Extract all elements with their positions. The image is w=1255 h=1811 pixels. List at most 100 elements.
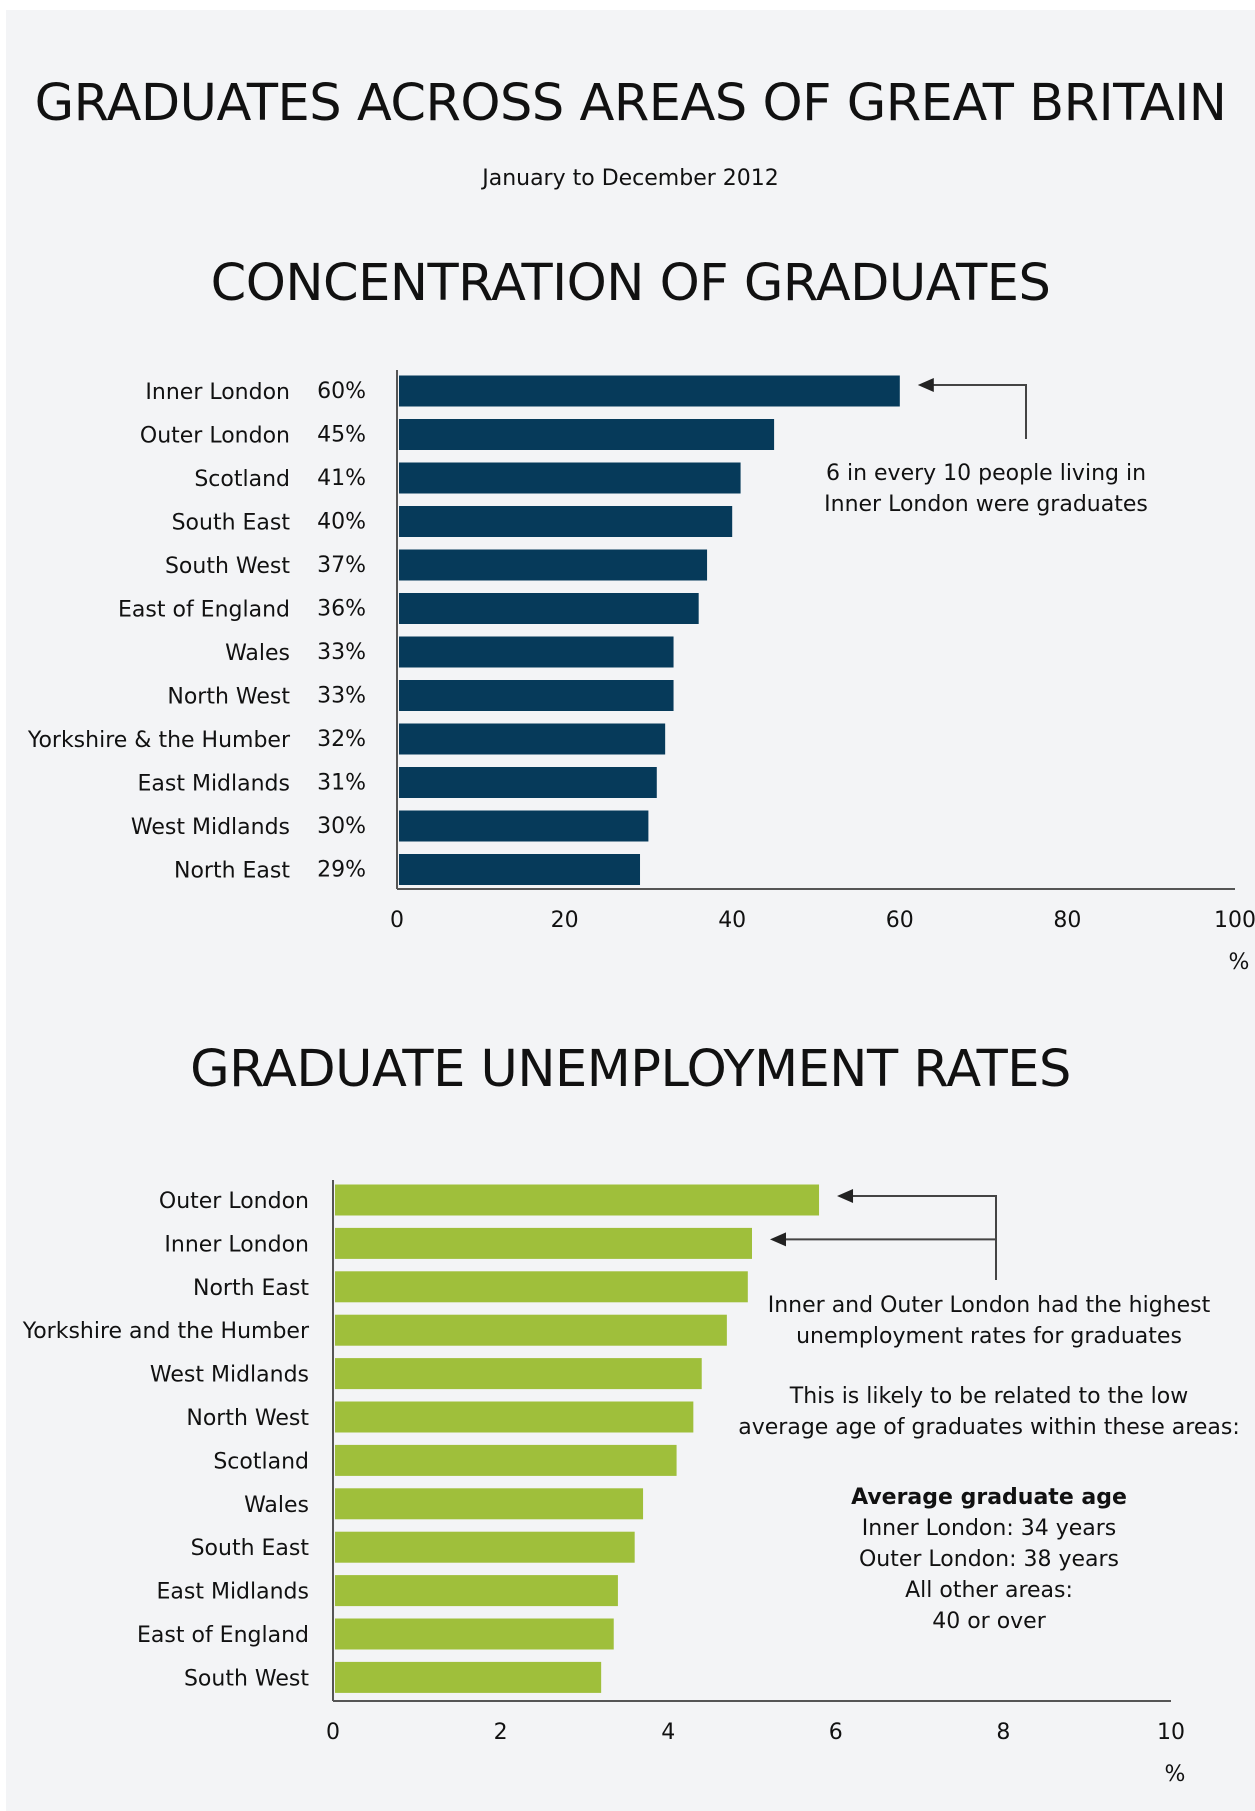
concentration-category-label-scotland: Scotland (194, 467, 290, 492)
unemployment-bar-east-midlands (335, 1575, 618, 1607)
unemployment-category-label-yorkshire-and-the-humber: Yorkshire and the Humber (22, 1319, 310, 1344)
unemployment-bar-south-east (335, 1531, 635, 1563)
unemployment-bar-yorkshire-and-the-humber (335, 1314, 727, 1346)
average-age-outer-london: Outer London: 38 years (858, 1547, 1120, 1572)
average-age-inner-london: Inner London: 34 years (861, 1516, 1117, 1541)
concentration-x-tick-80: 80 (1053, 908, 1081, 933)
concentration-value-label-outer-london: 45% (317, 423, 366, 448)
unemployment-x-tick-8: 8 (996, 1720, 1010, 1745)
concentration-value-label-south-east: 40% (317, 510, 366, 535)
concentration-value-label-west-midlands: 30% (317, 814, 366, 839)
unemployment-bar-scotland (335, 1444, 677, 1476)
average-age-other-areas: All other areas: (905, 1578, 1073, 1603)
unemployment-x-axis-unit: % (1165, 1762, 1186, 1787)
average-age-note: Average graduate age Inner London: 34 ye… (724, 1482, 1254, 1637)
concentration-category-label-outer-london: Outer London (140, 424, 290, 449)
unemployment-category-label-east-of-england: East of England (137, 1623, 309, 1648)
concentration-category-label-south-east: South East (172, 511, 291, 536)
unemployment-x-tick-4: 4 (661, 1720, 675, 1745)
concentration-value-label-east-midlands: 31% (317, 771, 366, 796)
concentration-chart-title: CONCENTRATION OF GRADUATES (210, 254, 1051, 313)
unemployment-annotation: Inner and Outer London had the highest u… (724, 1290, 1254, 1352)
explanation-line-1: This is likely to be related to the low (789, 1384, 1189, 1409)
concentration-x-tick-0: 0 (390, 908, 404, 933)
unemployment-bar-south-west (335, 1661, 602, 1693)
unemployment-category-label-outer-london: Outer London (159, 1189, 309, 1214)
concentration-annotation: 6 in every 10 people living in Inner Lon… (746, 458, 1226, 520)
concentration-bar-yorkshire-and-the-humber (399, 723, 666, 755)
concentration-bar-wales (399, 636, 674, 668)
unemployment-bar-outer-london (335, 1184, 820, 1216)
concentration-x-tick-100: 100 (1214, 908, 1255, 933)
concentration-category-label-yorkshire-and-the-humber: Yorkshire & the Humber (27, 728, 291, 753)
concentration-category-label-north-west: North West (167, 685, 290, 710)
concentration-category-label-north-east: North East (174, 859, 290, 884)
concentration-bar-outer-london (399, 419, 775, 450)
concentration-value-label-wales: 33% (317, 640, 366, 665)
concentration-value-label-scotland: 41% (317, 466, 366, 491)
unemployment-bar-wales (335, 1488, 644, 1520)
concentration-category-label-west-midlands: West Midlands (131, 815, 290, 840)
unemployment-annotation-pointer-line-outer (851, 1195, 997, 1280)
unemployment-bar-east-of-england (335, 1618, 614, 1650)
page-title: GRADUATES ACROSS AREAS OF GREAT BRITAIN (34, 74, 1227, 133)
concentration-bar-south-east (399, 506, 733, 537)
unemployment-x-tick-2: 2 (494, 1720, 508, 1745)
concentration-annotation-line-2: Inner London were graduates (824, 492, 1148, 517)
unemployment-bar-north-west (335, 1401, 694, 1433)
unemployment-category-label-south-west: South West (184, 1666, 309, 1691)
unemployment-category-label-scotland: Scotland (213, 1449, 309, 1474)
unemployment-category-label-west-midlands: West Midlands (150, 1363, 309, 1388)
unemployment-bar-west-midlands (335, 1358, 702, 1390)
concentration-value-label-yorkshire-and-the-humber: 32% (317, 727, 366, 752)
unemployment-bar-north-east (335, 1271, 748, 1303)
unemployment-x-tick-0: 0 (326, 1720, 340, 1745)
concentration-category-label-wales: Wales (225, 641, 290, 666)
concentration-category-label-inner-london: Inner London (145, 380, 290, 405)
unemployment-category-label-south-east: South East (191, 1536, 310, 1561)
average-age-heading: Average graduate age (851, 1485, 1127, 1510)
concentration-bar-north-west (399, 680, 674, 711)
unemployment-x-tick-10: 10 (1157, 1720, 1185, 1745)
unemployment-category-label-inner-london: Inner London (164, 1232, 309, 1257)
explanation-note: This is likely to be related to the low … (724, 1381, 1254, 1443)
concentration-value-label-north-west: 33% (317, 684, 366, 709)
concentration-annotation-arrowhead (917, 378, 934, 392)
unemployment-category-label-wales: Wales (244, 1493, 309, 1518)
concentration-value-label-north-east: 29% (317, 858, 366, 883)
concentration-x-tick-40: 40 (718, 908, 746, 933)
concentration-bar-north-east (399, 854, 641, 885)
concentration-x-tick-60: 60 (886, 908, 914, 933)
unemployment-category-label-east-midlands: East Midlands (157, 1580, 310, 1605)
unemployment-annotation-arrowhead-inner (770, 1232, 786, 1247)
unemployment-chart-title: GRADUATE UNEMPLOYMENT RATES (190, 1040, 1071, 1099)
charts-canvas: Inner London 60%Outer London 45%Scotland 41… (22, 370, 1255, 1787)
concentration-x-axis-unit: % (1229, 950, 1250, 975)
concentration-value-label-inner-london: 60% (317, 379, 366, 404)
unemployment-annotation-arrowhead-outer (837, 1189, 854, 1203)
average-age-other-areas-value: 40 or over (932, 1609, 1046, 1634)
concentration-annotation-line-1: 6 in every 10 people living in (825, 461, 1147, 486)
unemployment-category-label-north-east: North East (193, 1276, 309, 1301)
concentration-bar-east-midlands (399, 767, 657, 798)
explanation-line-2: average age of graduates within these ar… (738, 1415, 1240, 1440)
concentration-value-label-east-of-england: 36% (317, 597, 366, 622)
concentration-bar-south-west (399, 549, 708, 581)
unemployment-annotation-line-2: unemployment rates for graduates (796, 1324, 1182, 1349)
infographic-page: GRADUATES ACROSS AREAS OF GREAT BRITAIN … (6, 10, 1255, 1811)
concentration-category-label-south-west: South West (165, 554, 290, 579)
concentration-category-label-east-of-england: East of England (118, 598, 290, 623)
page-subtitle: January to December 2012 (482, 166, 779, 191)
unemployment-annotation-line-1: Inner and Outer London had the highest (767, 1293, 1211, 1318)
concentration-bar-west-midlands (399, 810, 649, 842)
concentration-value-label-south-west: 37% (317, 553, 366, 578)
concentration-bar-scotland (399, 462, 741, 494)
concentration-annotation-pointer-line (931, 384, 1027, 439)
unemployment-category-label-north-west: North West (186, 1406, 309, 1431)
unemployment-x-tick-6: 6 (829, 1720, 843, 1745)
concentration-bar-east-of-england (399, 593, 699, 624)
concentration-bar-inner-london (399, 375, 900, 407)
concentration-category-label-east-midlands: East Midlands (138, 772, 291, 797)
unemployment-bar-inner-london (335, 1227, 752, 1259)
concentration-x-tick-20: 20 (551, 908, 579, 933)
